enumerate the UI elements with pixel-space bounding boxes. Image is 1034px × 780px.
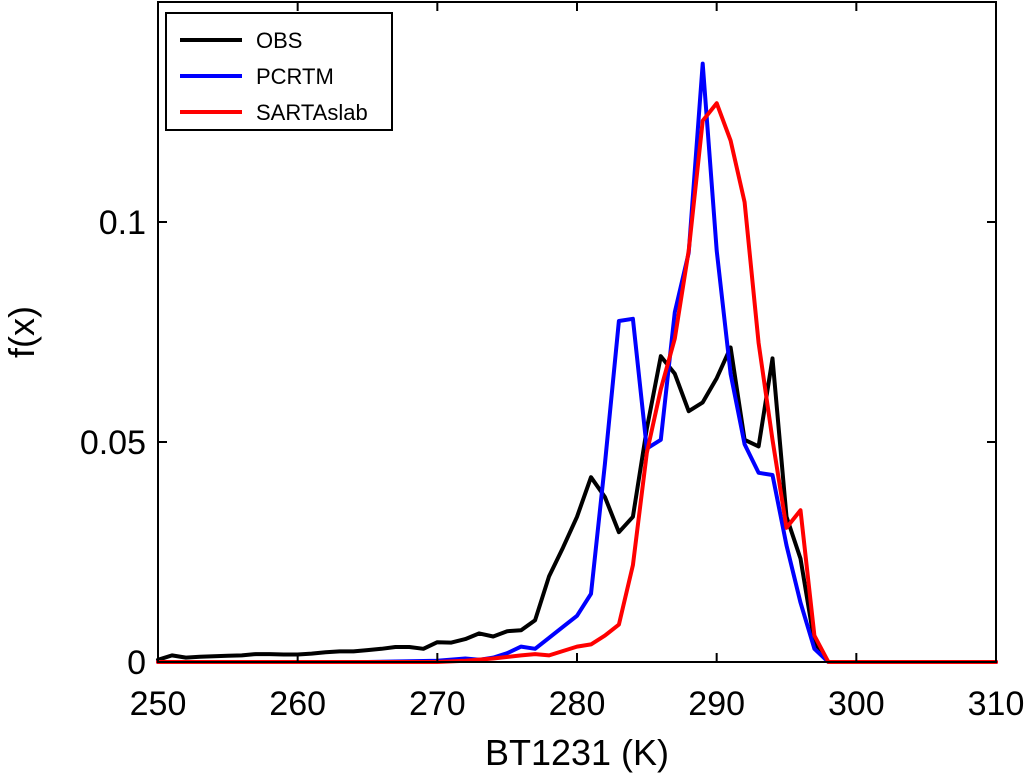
- y-tick-label: 0.1: [99, 204, 146, 242]
- y-tick-label: 0: [127, 644, 146, 682]
- x-tick-label: 310: [968, 685, 1025, 723]
- x-tick-label: 300: [828, 685, 885, 723]
- series-layer: [156, 61, 998, 664]
- x-tick-label: 270: [409, 685, 466, 723]
- legend: OBS PCRTM SARTAslab: [165, 12, 393, 131]
- tick-layer: 250 260 270 280 290 300 310 0 0.05 0.1: [80, 2, 1025, 723]
- y-tick-label: 0.05: [80, 424, 146, 462]
- x-tick-label: 290: [688, 685, 745, 723]
- x-tick-label: 250: [130, 685, 187, 723]
- legend-label-pcrtm: PCRTM: [256, 64, 334, 89]
- y-axis-label: f(x): [1, 306, 42, 358]
- x-tick-label: 280: [549, 685, 606, 723]
- legend-label-obs: OBS: [256, 28, 302, 53]
- legend-label-sartaslab: SARTAslab: [256, 100, 368, 125]
- series-line-sartaslab: [156, 101, 998, 664]
- x-tick-label: 260: [269, 685, 326, 723]
- series-line-obs: [156, 345, 998, 664]
- x-axis-label: BT1231 (K): [485, 732, 669, 773]
